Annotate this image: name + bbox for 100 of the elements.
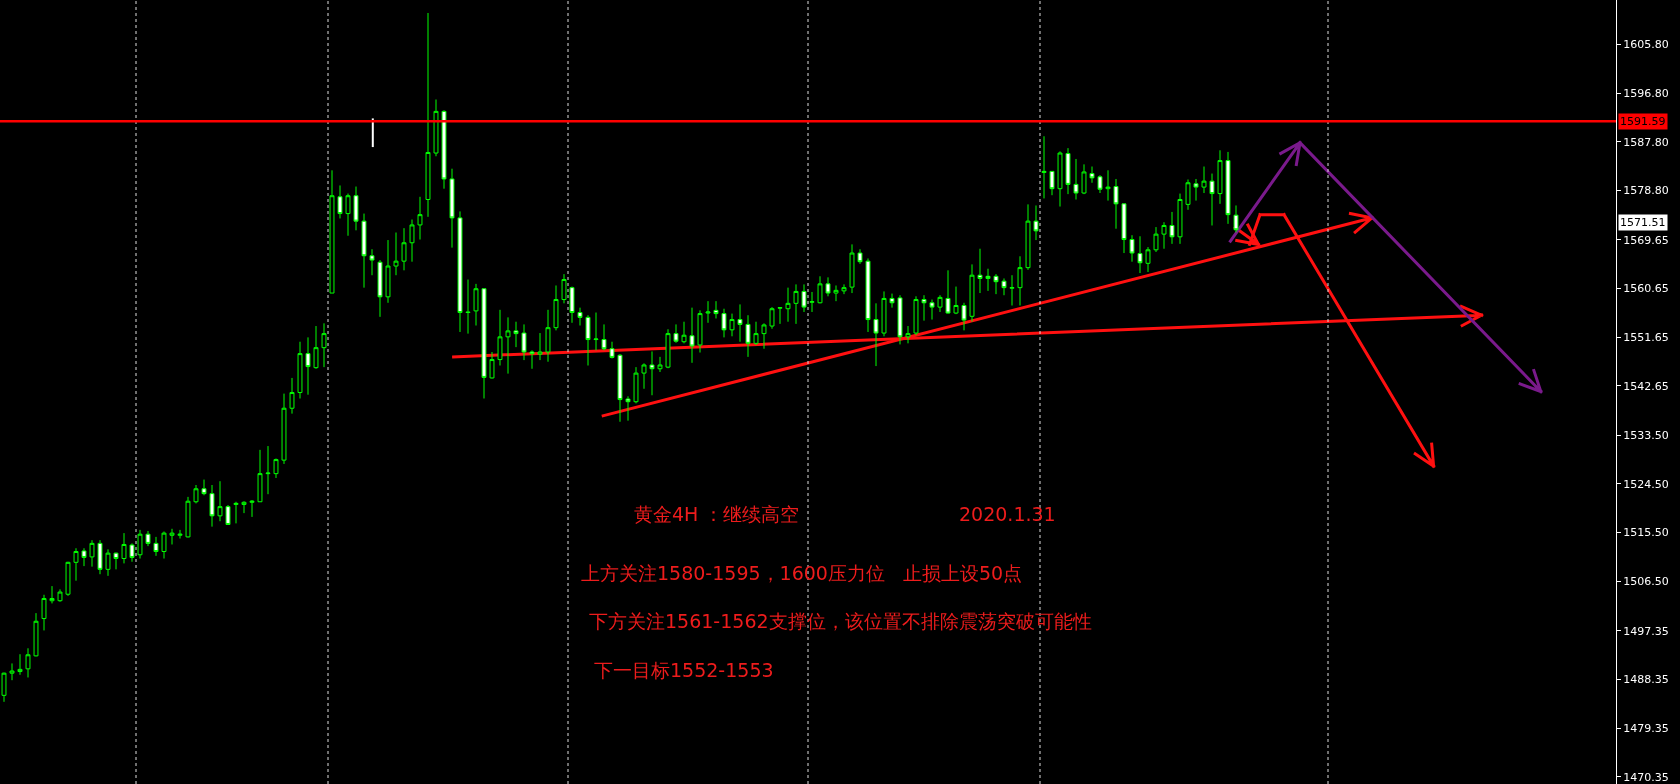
candlestick [273,458,279,479]
candlestick [1017,255,1023,306]
candlestick [905,325,911,344]
candlestick [17,653,23,676]
candlestick [89,539,95,568]
candlestick [977,248,983,294]
candlestick [657,356,663,373]
candlestick [1113,178,1119,230]
y-tick-label: 1551.65 [1623,330,1669,344]
y-tick-label: 1479.35 [1623,721,1669,735]
candlestick [641,362,647,390]
candlestick [737,303,743,343]
candlestick [257,449,263,503]
y-tick-label: 1506.50 [1623,575,1669,589]
candlestick [841,283,847,295]
candlestick [265,445,271,495]
candlestick [777,306,783,325]
candlestick [649,350,655,396]
candlestick [601,323,607,351]
candlestick [353,186,359,231]
candlestick [489,351,495,379]
candlestick [1041,135,1047,199]
y-tick-label: 1524.50 [1623,477,1669,491]
candlestick [633,366,639,404]
candlestick [1233,204,1239,233]
candlestick [1089,166,1095,184]
candlestick [985,268,991,292]
candlestick [929,299,935,321]
candlestick [969,263,975,323]
candlestick [1225,151,1231,225]
y-tick-label: 1578.80 [1623,184,1669,198]
candlestick [545,309,551,363]
candlestick [1137,235,1143,274]
candlestick [801,283,807,313]
candlestick [553,284,559,331]
y-tick-label: 1542.65 [1623,379,1669,393]
y-tick-label: 1569.65 [1623,233,1669,247]
y-tick-label: 1605.80 [1623,38,1669,52]
annotation: 黄金4H ：继续高空 [634,503,800,525]
candlestick [369,248,375,276]
candlestick [889,293,895,309]
candlestick [177,529,183,540]
candlestick [529,349,535,370]
candlestick [1161,221,1167,250]
annotation: 下一目标1552-1553 [594,659,774,681]
candlestick [473,283,479,326]
candlestick [729,313,735,337]
candlestick [161,531,167,560]
candlestick [1153,226,1159,253]
y-tick-label: 1560.65 [1623,282,1669,296]
candlestick [193,484,199,504]
candlestick [809,291,815,313]
candlestick [385,239,391,304]
candlestick [305,336,311,396]
candlestick [105,548,111,577]
candlestick [137,529,143,560]
candlestick [961,302,967,331]
candlestick [409,219,415,263]
annotation: 下方关注1561-1562支撑位，该位置不排除震荡突破可能性 [589,610,1092,632]
candlestick [465,279,471,335]
candlestick [593,312,599,351]
candlestick [49,585,55,604]
candlestick [537,332,543,361]
candlestick [1177,193,1183,245]
candlestick [201,479,207,496]
candlestick [881,290,887,337]
candlestick [769,306,775,330]
candlestick [1049,170,1055,196]
candlestick [393,232,399,276]
candlestick [441,109,447,190]
y-tick-label: 1533.50 [1623,429,1669,443]
candlestick [945,269,951,315]
candlestick [497,309,503,367]
candlestick [1217,149,1223,205]
candlestick [833,284,839,302]
candlestick [753,321,759,346]
candlestick [761,322,767,350]
candlestick [665,328,671,369]
candlestick [361,213,367,289]
y-tick-label: 1497.35 [1623,624,1669,638]
candlestick [721,308,727,338]
candlestick [417,196,423,241]
candlestick [81,547,87,567]
candlestick [857,248,863,265]
candlestick [673,323,679,344]
candlestick [1081,163,1087,195]
candlestick [617,353,623,423]
candlestick [505,316,511,375]
candlestick [865,257,871,333]
candlestick [1,672,7,703]
annotation: 上方关注1580-1595，1600压力位 止损上设50点 [581,562,1023,584]
y-tick-label: 1596.80 [1623,86,1669,100]
candlestick [329,169,335,294]
candlestick [321,322,327,368]
candlestick [1185,179,1191,211]
candlestick [793,283,799,325]
candlestick [953,286,959,315]
y-tick-label: 1515.50 [1623,526,1669,540]
y-tick-label: 1587.80 [1623,135,1669,149]
candlestick [233,501,239,524]
